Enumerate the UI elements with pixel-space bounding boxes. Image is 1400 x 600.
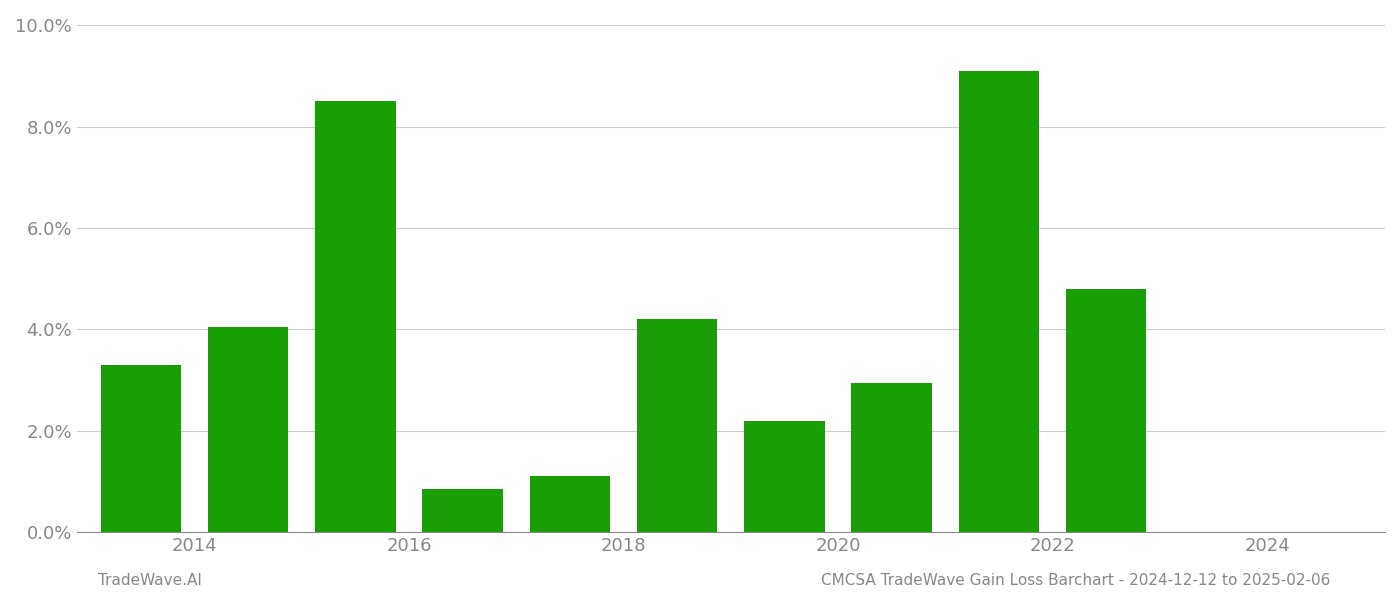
Bar	[745, 421, 825, 532]
Bar	[959, 71, 1039, 532]
Bar	[101, 365, 181, 532]
Bar	[637, 319, 717, 532]
Bar	[851, 383, 932, 532]
Text: TradeWave.AI: TradeWave.AI	[98, 573, 202, 588]
Bar	[315, 101, 396, 532]
Bar	[209, 327, 288, 532]
Bar	[529, 476, 610, 532]
Bar	[1065, 289, 1147, 532]
Text: CMCSA TradeWave Gain Loss Barchart - 2024-12-12 to 2025-02-06: CMCSA TradeWave Gain Loss Barchart - 202…	[820, 573, 1330, 588]
Bar	[423, 489, 503, 532]
